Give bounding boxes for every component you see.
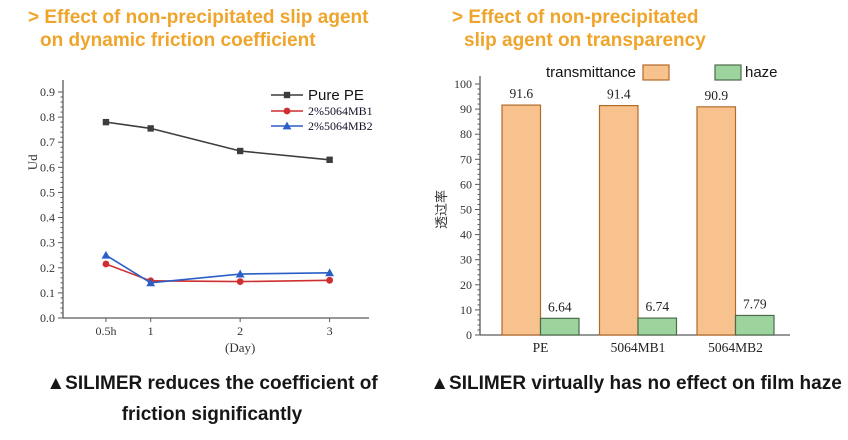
legend-label: 2%5064MB1 bbox=[308, 104, 373, 118]
category-label: 5064MB1 bbox=[611, 340, 666, 355]
left-chart-title: > Effect of non-precipitated slip agent … bbox=[28, 6, 368, 52]
left-caption-line2: friction significantly bbox=[121, 404, 303, 425]
y-tick-label: 0.9 bbox=[40, 85, 55, 99]
legend-label: Pure PE bbox=[308, 87, 364, 104]
data-point-marker bbox=[325, 268, 335, 277]
data-point-marker bbox=[102, 260, 110, 268]
x-tick-label: 0.5h bbox=[95, 324, 116, 338]
x-axis-title: (Day) bbox=[225, 340, 255, 355]
haze-value-label: 7.79 bbox=[743, 296, 767, 311]
y-axis-title: Ud bbox=[25, 154, 40, 170]
data-point-marker bbox=[236, 278, 244, 285]
legend-swatch-transmittance bbox=[642, 64, 670, 81]
left-caption-line1: ▲SILIMER reduces the coefficient of bbox=[46, 373, 378, 394]
legend-marker bbox=[283, 107, 291, 115]
friction-line-chart: 0.0 0.1 0.2 0.3 0.4 0.5 0.6 0.7 0.8 0.9 0.5h 1 2 3 (Da… bbox=[25, 68, 385, 368]
bar-chart-svg: transmittance haze 0 10 20 30 40 50 60 70 80 90 100 透… bbox=[434, 64, 790, 355]
right-caption: ▲SILIMER virtually has no effect on film… bbox=[424, 368, 848, 399]
data-point-marker bbox=[147, 125, 154, 132]
series-line bbox=[105, 263, 330, 283]
transmittance-value-label: 91.4 bbox=[607, 87, 631, 102]
data-point-marker bbox=[146, 278, 156, 287]
y-tick-label: 0.2 bbox=[40, 261, 55, 275]
y-tick-label: 0.4 bbox=[40, 211, 55, 225]
x-tick-label: 3 bbox=[327, 324, 333, 338]
right-title-line1: > Effect of non-precipitated bbox=[452, 7, 699, 28]
left-caption: ▲SILIMER reduces the coefficient of fric… bbox=[0, 368, 424, 430]
y-axis-title: 透过率 bbox=[434, 190, 449, 229]
haze-value-label: 6.64 bbox=[548, 299, 572, 314]
y-tick-label: 100 bbox=[454, 77, 472, 91]
y-tick-label: 80 bbox=[460, 127, 472, 141]
legend-marker bbox=[283, 91, 291, 99]
y-tick-label: 0.1 bbox=[40, 286, 55, 300]
x-tick-label: 2 bbox=[237, 324, 243, 338]
y-tick-label: 60 bbox=[460, 177, 472, 191]
y-tick-label: 40 bbox=[460, 228, 472, 242]
legend-marker bbox=[282, 121, 292, 130]
y-tick-label: 0.5 bbox=[40, 185, 55, 199]
transmittance-bar bbox=[696, 106, 737, 336]
legend-label-transmittance: transmittance bbox=[546, 64, 636, 81]
line-chart-svg: 0.0 0.1 0.2 0.3 0.4 0.5 0.6 0.7 0.8 0.9 0.5h 1 2 3 (Da… bbox=[25, 80, 373, 355]
right-caption-line1: ▲SILIMER virtually has no effect on film… bbox=[430, 373, 842, 394]
legend-label: 2%5064MB2 bbox=[308, 119, 373, 133]
haze-bar bbox=[539, 317, 580, 336]
data-point-marker bbox=[102, 118, 110, 126]
y-tick-label: 50 bbox=[460, 203, 472, 217]
data-point-marker bbox=[235, 269, 245, 278]
y-tick-label: 70 bbox=[460, 152, 472, 166]
right-title-line2: slip agent on transparency bbox=[464, 30, 706, 51]
haze-bar bbox=[734, 314, 775, 336]
category-label: 5064MB2 bbox=[708, 340, 763, 355]
y-tick-label: 20 bbox=[460, 278, 472, 292]
left-title-line2: on dynamic friction coefficient bbox=[40, 30, 316, 51]
left-title-line1: > Effect of non-precipitated slip agent bbox=[28, 7, 369, 28]
y-tick-label: 0.3 bbox=[40, 236, 55, 250]
haze-bar bbox=[637, 317, 678, 336]
y-tick-label: 0.6 bbox=[40, 160, 55, 174]
transmittance-bar bbox=[598, 104, 639, 336]
right-chart-title: > Effect of non-precipitated slip agent … bbox=[452, 6, 706, 52]
data-point-marker bbox=[326, 276, 334, 284]
legend-swatch-haze bbox=[714, 64, 742, 81]
data-point-marker bbox=[236, 147, 244, 155]
y-tick-label: 0.0 bbox=[40, 311, 55, 325]
transparency-bar-chart: transmittance haze 0 10 20 30 40 50 60 70 80 90 100 透… bbox=[432, 58, 842, 363]
y-tick-label: 0.7 bbox=[40, 135, 55, 149]
series-line bbox=[105, 121, 330, 161]
category-label: PE bbox=[533, 340, 549, 355]
transmittance-value-label: 90.9 bbox=[704, 88, 728, 103]
y-tick-label: 0 bbox=[466, 328, 472, 342]
haze-value-label: 6.74 bbox=[645, 299, 669, 314]
data-point-marker bbox=[326, 156, 333, 163]
y-tick-label: 10 bbox=[460, 303, 472, 317]
y-tick-label: 90 bbox=[460, 102, 472, 116]
data-point-marker bbox=[101, 250, 111, 259]
y-tick-label: 30 bbox=[460, 253, 472, 267]
series-line bbox=[105, 254, 330, 284]
y-tick-label: 0.8 bbox=[40, 110, 55, 124]
legend-label-haze: haze bbox=[745, 64, 778, 81]
transmittance-bar bbox=[501, 104, 542, 336]
x-tick-label: 1 bbox=[148, 324, 154, 338]
transmittance-value-label: 91.6 bbox=[509, 86, 533, 101]
